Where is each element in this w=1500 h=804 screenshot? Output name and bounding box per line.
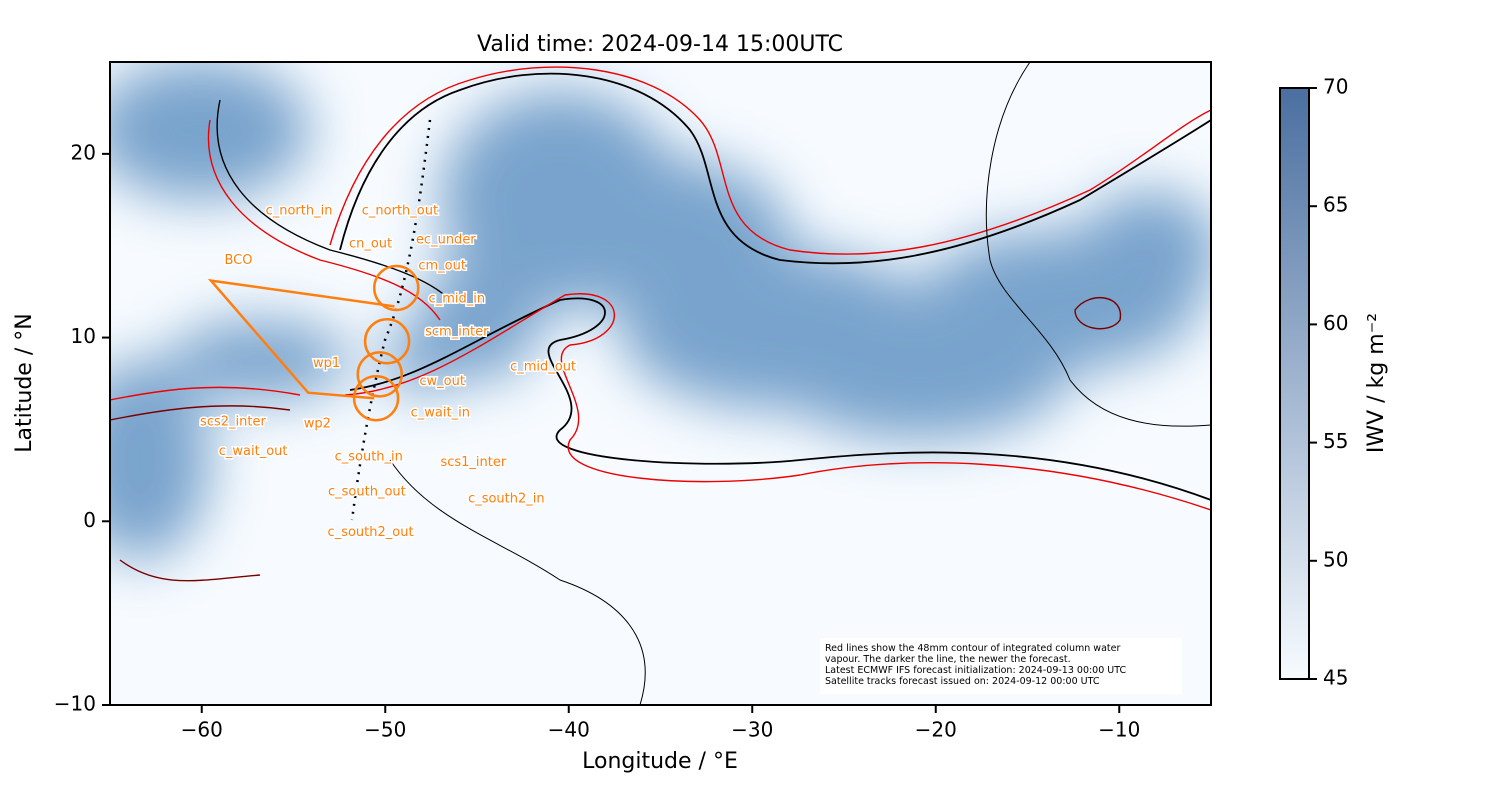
waypoint-label: ec_under	[416, 233, 476, 248]
waypoint-label: c_north_in	[266, 203, 333, 218]
note-box	[820, 638, 1182, 694]
waypoint-label: c_mid_out	[510, 359, 576, 374]
waypoint-label: c_south2_out	[328, 525, 414, 540]
colorbar-tick-label: 60	[1323, 311, 1348, 335]
y-tick-label: 0	[83, 508, 96, 532]
note-line: Latest ECMWF IFS forecast initialization…	[825, 665, 1126, 676]
coastlines	[389, 62, 1211, 705]
x-axis-label: Longitude / °E	[582, 749, 738, 774]
x-tick-label: −60	[181, 718, 223, 742]
waypoint-label: c_mid_in	[429, 291, 486, 306]
flight-circle	[363, 317, 411, 365]
colorbar-tick-label: 55	[1323, 429, 1348, 453]
map-area	[110, 62, 1211, 705]
waypoint-label: c_wait_out	[219, 444, 288, 459]
waypoint-label: scs1_inter	[440, 455, 506, 470]
colorbar-label: IWV / kg m⁻²	[1364, 313, 1389, 453]
chart-title: Valid time: 2024-09-14 15:00UTC	[477, 32, 843, 57]
waypoint-label: cm_out	[418, 258, 466, 273]
satellite-track	[350, 119, 432, 521]
note-line: Satellite tracks forecast issued on: 202…	[825, 676, 1100, 687]
waypoint-label: scs2_inter	[200, 415, 266, 430]
note-line: vapour. The darker the line, the newer t…	[825, 654, 1071, 665]
colorbar-tick-label: 65	[1323, 193, 1348, 217]
x-tick-label: −30	[731, 718, 773, 742]
waypoint-label: scm_inter	[425, 325, 489, 340]
x-tick-label: −10	[1098, 718, 1140, 742]
y-tick-label: −10	[54, 692, 96, 716]
waypoint-label: wp2	[304, 416, 331, 431]
contours	[110, 66, 1211, 582]
waypoint-label: c_south_in	[335, 449, 403, 464]
colorbar-tick-label: 50	[1323, 547, 1348, 571]
y-tick-label: 10	[71, 324, 96, 348]
flight-circle	[373, 264, 420, 312]
waypoint-label: cw_out	[419, 374, 465, 389]
flight-circle	[356, 351, 403, 398]
y-axis-label: Latitude / °N	[12, 313, 37, 452]
flight-track	[207, 278, 395, 400]
waypoint-label: c_wait_in	[411, 405, 470, 420]
colorbar	[1279, 87, 1310, 680]
x-tick-label: −50	[364, 718, 406, 742]
waypoint-label: wp1	[313, 356, 340, 371]
x-tick-label: −40	[548, 718, 590, 742]
waypoint-label: BCO	[224, 253, 252, 268]
colorbar-tick-label: 45	[1323, 666, 1348, 690]
y-tick-label: 20	[71, 140, 96, 164]
waypoint-label: c_south_out	[328, 484, 406, 499]
colorbar-tick-label: 70	[1323, 75, 1348, 99]
waypoint-label: c_north_out	[362, 203, 438, 218]
note-line: Red lines show the 48mm contour of integ…	[825, 643, 1120, 654]
waypoint-label: cn_out	[349, 236, 392, 251]
flight-circle	[352, 374, 400, 422]
x-tick-label: −20	[915, 718, 957, 742]
waypoint-label: c_south2_in	[468, 492, 545, 507]
axes-frame	[109, 61, 1212, 706]
